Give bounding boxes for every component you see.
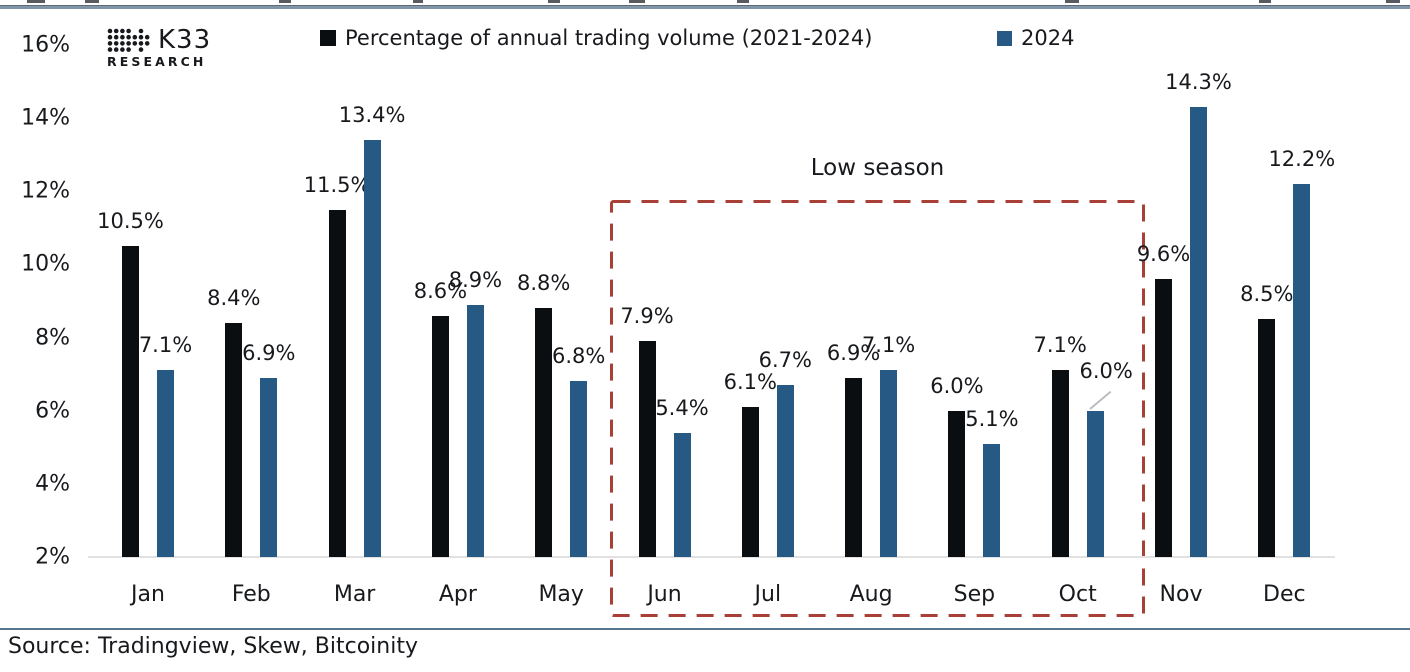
bar-value-label-avg-may: 8.8% [517,271,571,296]
bar-2024-may [570,381,588,557]
bar-avg-jan [122,246,139,557]
bar-value-label-avg-aug: 6.9% [826,340,881,365]
y-tick-label-2: 2% [35,544,70,570]
bar-value-label-2024-may: 6.8% [552,344,606,369]
month-label-jul: Jul [754,582,782,607]
bar-2024-oct [1086,410,1104,557]
cropped-title-fragment [737,0,749,3]
cropped-title-fragment [27,0,45,3]
bar-value-label-avg-nov: 9.6% [1136,242,1191,267]
bar-avg-jun [638,341,656,557]
bar-2024-jan [157,370,174,557]
cropped-title-fragment [85,0,99,3]
cropped-title-fragment [413,0,423,3]
month-label-may: May [538,582,584,607]
bar-2024-aug [880,370,898,557]
bar-avg-aug [845,377,863,557]
top-border-line [0,5,1410,9]
y-tick-label-10: 10% [21,251,70,277]
bar-value-label-avg-dec: 8.5% [1240,282,1294,307]
y-tick-label-6: 6% [35,398,70,424]
bar-2024-jul [776,385,794,557]
bar-value-label-2024-jun: 5.4% [655,395,709,420]
legend-label-2024: 2024 [1021,26,1075,50]
bar-value-label-avg-jul: 6.1% [723,370,777,395]
month-label-jan: Jan [131,582,165,607]
legend-item-2024: 2024 [997,27,1074,49]
legend-swatch-blue [997,30,1012,46]
bar-value-label-avg-oct: 7.1% [1033,333,1087,358]
bar-avg-oct [1051,370,1069,557]
plot-area: Low season 16% 14% 12% 10% 8% 6% 4% 2% Jan 10.5% 7… [21,32,1336,617]
source-text: Source: Tradingview, Skew, Bitcoinity [8,634,418,659]
low-season-box-border [610,200,1145,617]
y-tick-label-16: 16% [21,32,70,58]
legend-swatch-black [320,30,336,46]
month-label-apr: Apr [438,582,477,607]
month-label-feb: Feb [231,582,271,607]
bar-value-label-2024-mar: 13.4% [338,103,406,128]
low-season-box [610,200,1145,617]
cropped-title-fragment [1259,0,1271,3]
bar-2024-feb [260,377,278,557]
bar-value-label-2024-aug: 7.1% [861,333,916,358]
y-tick-label-8: 8% [35,325,70,351]
bar-2024-sep [983,443,1001,557]
month-label-nov: Nov [1159,582,1203,607]
y-tick-label-12: 12% [21,178,70,204]
brand-name: K33 [158,25,212,55]
legend-label-volume: Percentage of annual trading volume (202… [345,26,873,50]
bar-value-label-2024-nov: 14.3% [1165,70,1232,95]
source-divider-line [0,628,1410,630]
bar-2024-mar [363,140,381,557]
cropped-title-fragment [1065,0,1079,3]
month-label-sep: Sep [953,582,996,607]
bar-value-label-avg-sep: 6.0% [930,373,984,398]
bar-value-label-2024-dec: 12.2% [1268,146,1336,171]
bar-avg-nov [1155,279,1172,557]
cropped-title-fragment [629,0,645,3]
cropped-title-fragment [1386,0,1400,3]
y-tick-label-4: 4% [35,471,70,497]
month-label-jun: Jun [647,582,682,607]
k33-research-logo: K33 RESEARCH [107,27,217,69]
bar-2024-dec [1293,183,1311,557]
bar-value-label-2024-oct: 6.0% [1079,358,1133,383]
cropped-title-fragment [548,0,560,3]
bar-value-label-2024-jan: 7.1% [138,333,193,358]
bar-value-label-2024-jul: 6.7% [758,348,812,373]
bar-value-label-2024-feb: 6.9% [242,340,296,365]
month-label-mar: Mar [333,582,376,607]
bar-2024-apr [466,304,484,557]
bar-avg-may [535,308,553,557]
x-axis-baseline [88,556,1335,558]
bar-value-label-avg-mar: 11.5% [303,172,371,197]
bar-avg-sep [948,410,966,557]
bar-avg-feb [225,322,243,557]
month-label-aug: Aug [849,582,893,607]
bar-2024-nov [1190,107,1207,557]
bar-value-label-avg-feb: 8.4% [207,285,261,310]
y-tick-label-14: 14% [21,105,70,131]
bar-value-label-avg-apr: 8.6% [413,278,468,303]
month-label-oct: Oct [1058,582,1097,607]
cropped-title-fragment [279,0,291,3]
bar-2024-jun [673,432,691,557]
bar-avg-apr [431,315,449,557]
low-season-label: Low season [810,155,945,181]
bar-avg-dec [1258,319,1276,557]
bar-value-label-2024-sep: 5.1% [965,406,1019,431]
bar-value-label-avg-jan: 10.5% [97,209,164,234]
legend-item-volume: Percentage of annual trading volume (202… [320,27,872,49]
k33-logo-mark [107,28,150,52]
brand-subtitle: RESEARCH [107,54,207,69]
bar-value-label-2024-apr: 8.9% [448,267,503,292]
bar-avg-mar [328,209,346,557]
bar-value-label-avg-jun: 7.9% [620,304,674,329]
month-label-dec: Dec [1263,582,1306,607]
bar-avg-jul [741,407,759,557]
